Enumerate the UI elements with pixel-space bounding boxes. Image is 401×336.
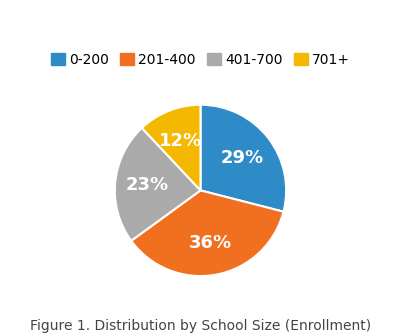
Text: Figure 1. Distribution by School Size (Enrollment): Figure 1. Distribution by School Size (E… bbox=[30, 319, 371, 333]
Wedge shape bbox=[142, 105, 200, 191]
Wedge shape bbox=[131, 191, 284, 276]
Text: 23%: 23% bbox=[126, 176, 169, 195]
Wedge shape bbox=[115, 128, 200, 241]
Wedge shape bbox=[200, 105, 286, 212]
Text: 29%: 29% bbox=[221, 149, 264, 167]
Text: 36%: 36% bbox=[189, 234, 232, 252]
Legend: 0-200, 201-400, 401-700, 701+: 0-200, 201-400, 401-700, 701+ bbox=[46, 47, 355, 73]
Text: 12%: 12% bbox=[159, 132, 203, 150]
